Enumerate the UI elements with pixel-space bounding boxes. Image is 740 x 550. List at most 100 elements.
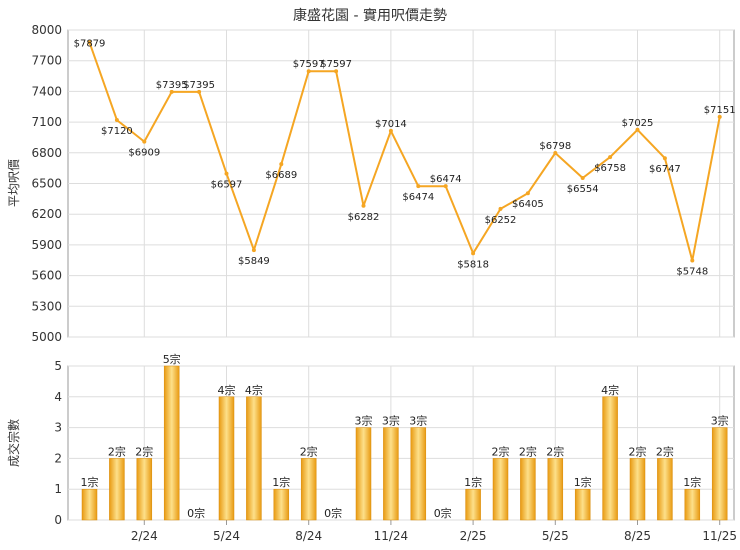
price-point xyxy=(224,171,229,176)
volume-bar xyxy=(300,458,317,521)
price-point xyxy=(635,127,640,132)
volume-y-tick-label: 5 xyxy=(54,359,62,373)
price-data-label: $6554 xyxy=(567,184,599,195)
volume-bar xyxy=(547,458,564,521)
volume-bar xyxy=(81,488,98,521)
price-point xyxy=(197,89,202,94)
price-point xyxy=(87,40,92,45)
price-data-label: $6689 xyxy=(265,170,297,181)
price-data-label: $7120 xyxy=(101,126,133,137)
price-y-tick-label: 5300 xyxy=(31,299,62,313)
volume-bar xyxy=(711,427,728,521)
price-data-label: $7025 xyxy=(622,118,654,129)
price-data-label: $7597 xyxy=(320,59,352,70)
volume-bar xyxy=(218,396,235,521)
price-data-label: $7395 xyxy=(156,80,188,91)
volume-data-label: 4宗 xyxy=(245,383,263,397)
price-point xyxy=(416,184,421,189)
price-point xyxy=(717,114,722,119)
price-data-label: $6474 xyxy=(430,174,462,185)
volume-data-label: 2宗 xyxy=(656,444,674,458)
x-tick-label: 2/25 xyxy=(460,529,487,543)
volume-bar xyxy=(136,458,153,521)
price-point xyxy=(114,118,119,123)
price-point xyxy=(306,69,311,74)
volume-bar xyxy=(574,488,591,521)
price-y-tick-label: 7700 xyxy=(31,54,62,68)
price-y-tick-label: 5900 xyxy=(31,238,62,252)
volume-bar xyxy=(602,396,618,521)
price-line-chart: 5000 5300 5600 5900 6200 6500 6800 7100 7400 7700… xyxy=(31,23,735,344)
x-tick-label: 11/25 xyxy=(702,529,737,543)
price-point xyxy=(443,184,448,189)
price-data-label: $7597 xyxy=(293,59,325,70)
price-y-axis-title: 平均呎價 xyxy=(7,159,21,207)
volume-data-label: 0宗 xyxy=(434,506,452,520)
volume-bar xyxy=(410,427,427,521)
price-series-line xyxy=(88,42,721,262)
price-y-tick-label: 5600 xyxy=(31,269,62,283)
volume-bar xyxy=(520,458,536,521)
volume-bar-chart: 0 1 2 3 4 5 2/24 5/24 8/24 11/24 2/25 5/25 8/25 11/25… xyxy=(54,352,737,543)
price-point xyxy=(169,89,174,94)
volume-data-label: 2宗 xyxy=(519,444,537,458)
volume-data-label: 1宗 xyxy=(683,475,701,489)
price-y-tick-label: 6500 xyxy=(31,177,62,191)
volume-data-label: 0宗 xyxy=(187,506,205,520)
x-tick-label: 2/24 xyxy=(131,529,158,543)
price-data-label: $7151 xyxy=(704,105,736,116)
price-point xyxy=(580,175,585,180)
volume-bar xyxy=(629,458,646,521)
price-point xyxy=(608,155,613,160)
volume-data-label: 1宗 xyxy=(272,475,290,489)
price-data-label: $6758 xyxy=(594,163,626,174)
volume-bar xyxy=(465,488,481,521)
volume-y-tick-label: 2 xyxy=(54,451,62,465)
price-point xyxy=(361,203,366,208)
volume-data-label: 1宗 xyxy=(464,475,482,489)
volume-data-label: 4宗 xyxy=(601,383,619,397)
x-tick-label: 8/24 xyxy=(295,529,322,543)
price-data-label: $6474 xyxy=(402,192,434,203)
price-point xyxy=(525,191,530,196)
volume-bar xyxy=(684,488,701,521)
volume-bar xyxy=(355,427,372,521)
price-point xyxy=(251,248,256,253)
price-point xyxy=(334,69,339,74)
price-data-label: $5849 xyxy=(238,256,270,267)
volume-y-axis-title: 成交宗數 xyxy=(6,419,21,467)
volume-bar xyxy=(109,458,125,521)
volume-data-label: 3宗 xyxy=(409,414,427,428)
price-point xyxy=(690,258,695,263)
volume-data-label: 2宗 xyxy=(135,444,153,458)
x-tick-label: 5/25 xyxy=(542,529,569,543)
price-data-label: $7014 xyxy=(375,119,407,130)
price-y-tick-label: 7400 xyxy=(31,84,62,98)
price-point xyxy=(553,151,558,156)
volume-bar xyxy=(273,488,290,521)
volume-data-label: 2宗 xyxy=(546,444,564,458)
volume-y-tick-label: 1 xyxy=(54,482,62,496)
volume-data-label: 2宗 xyxy=(108,444,126,458)
x-tick-label: 8/25 xyxy=(624,529,651,543)
price-data-label: $5818 xyxy=(457,259,489,270)
volume-bar xyxy=(246,396,262,521)
x-tick-label: 11/24 xyxy=(374,529,409,543)
price-data-label: $6597 xyxy=(211,180,243,191)
price-data-label: $7879 xyxy=(74,38,106,49)
price-y-tick-label: 5000 xyxy=(31,330,62,344)
price-data-label: $6405 xyxy=(512,199,544,210)
price-data-label: $6747 xyxy=(649,164,681,175)
volume-y-tick-label: 3 xyxy=(54,421,62,435)
price-point xyxy=(142,139,147,144)
price-data-label: $6252 xyxy=(485,215,517,226)
volume-bar xyxy=(383,427,399,521)
price-y-tick-label: 6800 xyxy=(31,146,62,160)
volume-data-label: 2宗 xyxy=(629,444,647,458)
volume-data-label: 0宗 xyxy=(324,506,342,520)
volume-data-label: 5宗 xyxy=(163,352,181,366)
price-y-tick-label: 8000 xyxy=(31,23,62,37)
volume-data-label: 1宗 xyxy=(574,475,592,489)
price-point xyxy=(471,251,476,256)
